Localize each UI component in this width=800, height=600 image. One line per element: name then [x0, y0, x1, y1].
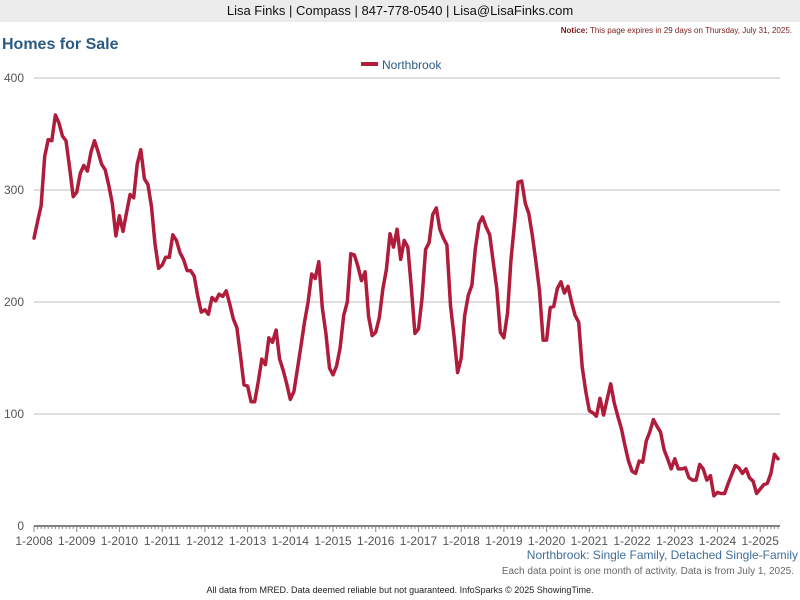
x-tick-label: 1-2023 [656, 534, 694, 548]
chart-subtitle: Northbrook: Single Family, Detached Sing… [526, 548, 798, 562]
x-tick-label: 1-2010 [101, 534, 139, 548]
y-tick-label: 300 [4, 183, 24, 197]
x-tick-label: 1-2013 [229, 534, 267, 548]
x-tick-label: 1-2020 [528, 534, 566, 548]
x-tick-label: 1-2014 [272, 534, 310, 548]
x-tick-label: 1-2017 [400, 534, 438, 548]
notice-label: Notice: [560, 26, 588, 35]
x-tick-label: 1-2025 [742, 534, 780, 548]
x-tick-label: 1-2022 [613, 534, 651, 548]
x-tick-label: 1-2009 [58, 534, 96, 548]
expiry-notice: Notice: This page expires in 29 days on … [561, 26, 792, 35]
contact-header: Lisa Finks | Compass | 847-778-0540 | Li… [0, 0, 800, 22]
chart-footnote: Each data point is one month of activity… [501, 566, 794, 577]
y-tick-label: 200 [4, 295, 24, 309]
series-line-northbrook [32, 113, 780, 498]
x-tick-label: 1-2012 [186, 534, 224, 548]
legend-label: Northbrook [382, 58, 442, 72]
x-tick-label: 1-2011 [144, 534, 181, 548]
data-credit: All data from MRED. Data deemed reliable… [206, 585, 594, 595]
y-tick-label: 100 [4, 407, 24, 421]
x-tick-label: 1-2021 [571, 534, 609, 548]
x-tick-label: 1-2015 [314, 534, 352, 548]
x-tick-label: 1-2019 [485, 534, 523, 548]
y-tick-label: 400 [4, 71, 24, 85]
x-tick-label: 1-2008 [15, 534, 53, 548]
page-title: Homes for Sale [2, 36, 119, 53]
y-tick-label: 0 [17, 519, 24, 533]
notice-text: This page expires in 29 days on Thursday… [589, 26, 792, 35]
x-tick-label: 1-2018 [442, 534, 480, 548]
x-tick-label: 1-2016 [357, 534, 395, 548]
x-tick-label: 1-2024 [699, 534, 737, 548]
